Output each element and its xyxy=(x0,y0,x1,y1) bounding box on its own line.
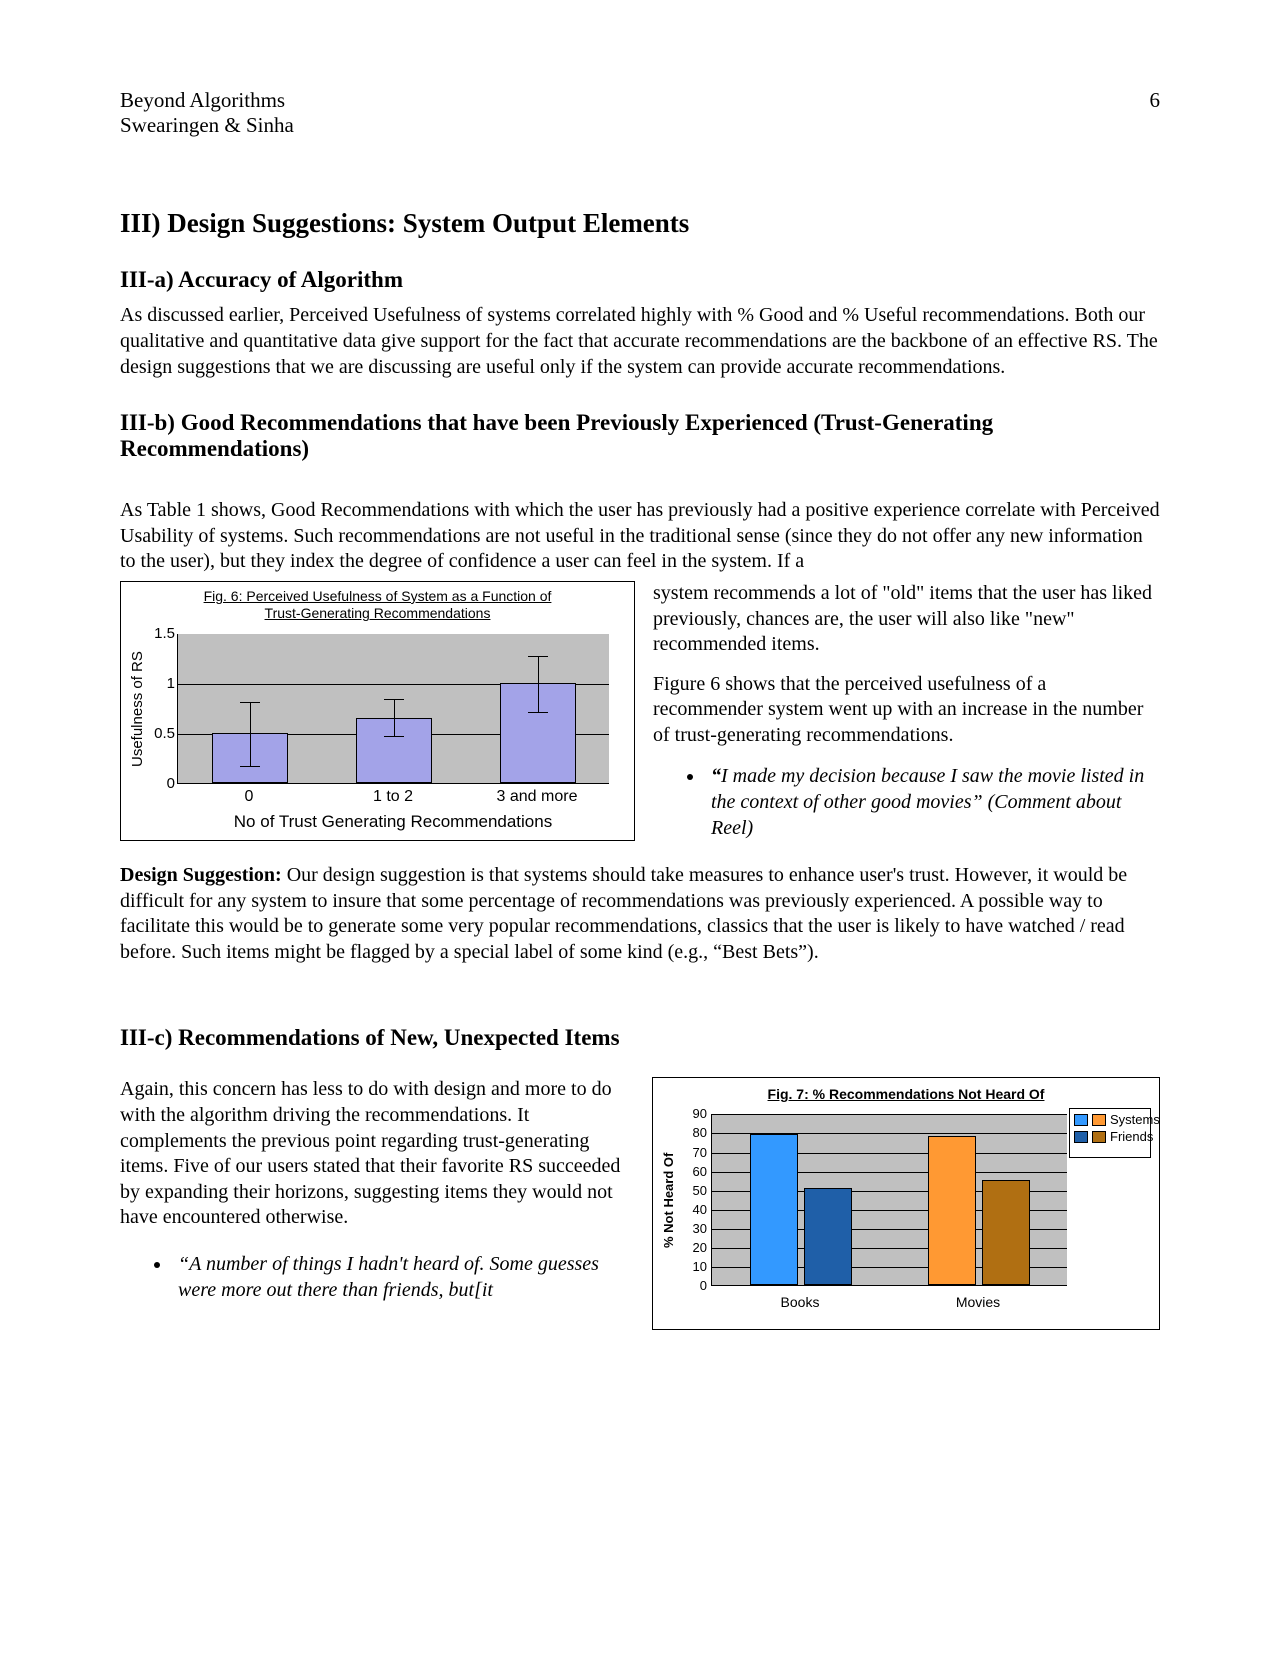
figure-7-plot-area xyxy=(711,1114,1067,1286)
subsection-b-intro: As Table 1 shows, Good Recommendations w… xyxy=(120,498,1160,575)
figure-6-side-text: system recommends a lot of "old" items t… xyxy=(653,581,1160,841)
figure-7-row: Again, this concern has less to do with … xyxy=(120,1077,1160,1330)
figure-6-xlabel: No of Trust Generating Recommendations xyxy=(177,812,609,832)
figure-7-title: Fig. 7: % Recommendations Not Heard Of xyxy=(653,1078,1159,1104)
quote-list-c: “A number of things I hadn't heard of. S… xyxy=(120,1251,634,1303)
quote-item-c: “A number of things I hadn't heard of. S… xyxy=(172,1251,634,1303)
figure-6-ylabel: Usefulness of RS xyxy=(129,634,147,784)
header-left: Beyond Algorithms Swearingen & Sinha xyxy=(120,88,294,138)
figure-6-title-l2: Trust-Generating Recommendations xyxy=(265,605,491,621)
section-title: III) Design Suggestions: System Output E… xyxy=(120,208,1160,239)
figure-6-title-l1: Fig. 6: Perceived Usefulness of System a… xyxy=(204,588,552,604)
subsection-c-para: Again, this concern has less to do with … xyxy=(120,1077,634,1231)
figure-7-bar xyxy=(982,1180,1030,1285)
figure-6-title: Fig. 6: Perceived Usefulness of System a… xyxy=(121,582,634,625)
subsection-c-title: III-c) Recommendations of New, Unexpecte… xyxy=(120,1025,1160,1051)
figure-7-bar xyxy=(928,1136,976,1285)
figure-7-bar xyxy=(804,1188,852,1285)
subsection-a-title: III-a) Accuracy of Algorithm xyxy=(120,267,1160,293)
figure-6-row: Fig. 6: Perceived Usefulness of System a… xyxy=(120,581,1160,841)
design-suggestion: Design Suggestion: Our design suggestion… xyxy=(120,863,1160,965)
subsection-a-para: As discussed earlier, Perceived Usefulne… xyxy=(120,303,1160,380)
page-number: 6 xyxy=(1150,88,1161,138)
quote-text: I made my decision because I saw the mov… xyxy=(711,765,1144,839)
running-header: Beyond Algorithms Swearingen & Sinha 6 xyxy=(120,88,1160,138)
design-suggestion-lead: Design Suggestion: xyxy=(120,864,282,886)
side-text-1: system recommends a lot of "old" items t… xyxy=(653,581,1160,658)
figure-6: Fig. 6: Perceived Usefulness of System a… xyxy=(120,581,635,841)
quote-list: “I made my decision because I saw the mo… xyxy=(653,763,1160,841)
header-line-1: Beyond Algorithms xyxy=(120,88,294,113)
figure-7-ylabel: % Not Heard Of xyxy=(661,1114,677,1286)
figure-7-legend: SystemsFriends xyxy=(1069,1108,1151,1158)
figure-7: Fig. 7: % Recommendations Not Heard Of %… xyxy=(652,1077,1160,1330)
side-text-2: Figure 6 shows that the perceived useful… xyxy=(653,672,1160,749)
quote-item: “I made my decision because I saw the mo… xyxy=(705,763,1160,841)
figure-6-plot-area xyxy=(177,634,609,784)
header-line-2: Swearingen & Sinha xyxy=(120,113,294,138)
page: Beyond Algorithms Swearingen & Sinha 6 I… xyxy=(0,0,1280,1656)
subsection-c-text: Again, this concern has less to do with … xyxy=(120,1077,634,1303)
figure-7-bar xyxy=(750,1134,798,1285)
subsection-b-title: III-b) Good Recommendations that have be… xyxy=(120,410,1160,462)
